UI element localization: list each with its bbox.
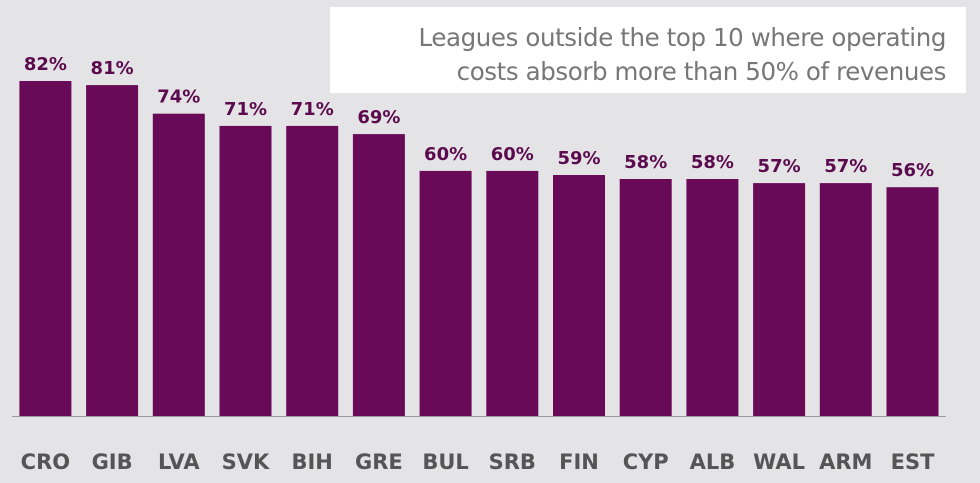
bar-wal	[753, 183, 806, 416]
category-label-wal: WAL	[753, 450, 805, 474]
value-label-lva: 74%	[157, 87, 200, 108]
bar-bul	[419, 170, 472, 416]
bar-alb	[686, 179, 739, 416]
bar-svk	[219, 125, 272, 417]
category-label-srb: SRB	[489, 450, 536, 474]
bar-bih	[286, 125, 339, 417]
category-label-alb: ALB	[690, 450, 736, 474]
value-labels: 82% 81% 74% 71% 71% 69% 60% 60% 59% 58% 58% 57% 57% 5…	[24, 54, 934, 181]
value-label-gre: 69%	[357, 107, 400, 128]
chart-title-box: Leagues outside the top 10 where operati…	[330, 7, 966, 93]
value-label-gib: 81%	[91, 58, 134, 79]
bar-gib	[86, 85, 139, 416]
category-label-bih: BIH	[291, 450, 332, 474]
bars	[19, 81, 939, 417]
value-label-bih: 71%	[291, 99, 334, 120]
value-label-cyp: 58%	[624, 152, 667, 173]
bar-arm	[819, 183, 872, 416]
category-label-est: EST	[891, 450, 935, 474]
category-label-cyp: CYP	[623, 450, 669, 474]
bar-cro	[19, 81, 72, 416]
category-label-fin: FIN	[559, 450, 599, 474]
bar-lva	[152, 113, 205, 416]
category-label-bul: BUL	[422, 450, 468, 474]
value-label-est: 56%	[891, 160, 934, 181]
bar-cyp	[619, 179, 672, 416]
chart-title-line-2: costs absorb more than 50% of revenues	[456, 57, 947, 86]
value-label-srb: 60%	[491, 144, 534, 165]
category-label-arm: ARM	[819, 450, 872, 474]
category-label-cro: CRO	[21, 450, 70, 474]
value-label-arm: 57%	[824, 156, 867, 177]
category-label-svk: SVK	[222, 450, 270, 474]
bar-fin	[553, 175, 605, 416]
value-label-fin: 59%	[557, 148, 600, 169]
value-label-bul: 60%	[424, 144, 467, 165]
category-label-lva: LVA	[158, 450, 200, 474]
bar-est	[886, 187, 939, 416]
category-label-gib: GIB	[92, 450, 133, 474]
chart-title-line-1: Leagues outside the top 10 where operati…	[418, 23, 947, 52]
value-label-wal: 57%	[758, 156, 801, 177]
value-label-svk: 71%	[224, 99, 267, 120]
bar-srb	[486, 170, 539, 416]
category-labels: CRO GIB LVA SVK BIH GRE BUL SRB FIN CYP ALB WAL ARM E…	[21, 450, 935, 474]
value-label-alb: 58%	[691, 152, 734, 173]
value-label-cro: 82%	[24, 54, 67, 75]
bar-gre	[352, 134, 405, 416]
category-label-gre: GRE	[355, 450, 403, 474]
